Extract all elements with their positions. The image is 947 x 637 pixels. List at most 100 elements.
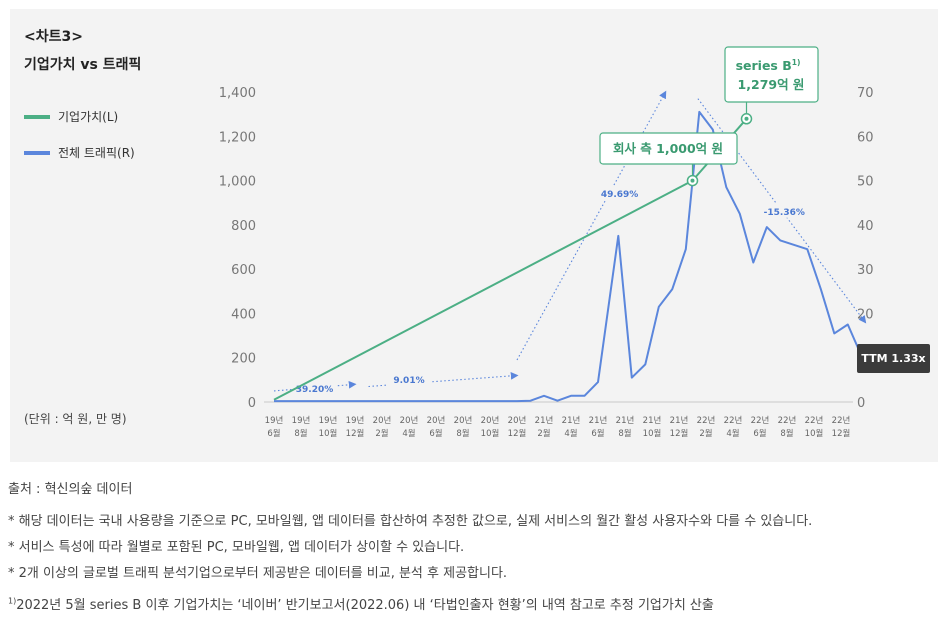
- legend-label-traffic: 전체 트래픽(R): [58, 146, 135, 160]
- x-tick-label: 20년 2월: [373, 415, 392, 439]
- callout-box-seriesb: [724, 46, 819, 103]
- x-tick-month: 2월: [537, 428, 550, 439]
- x-tick-label: 21년 12월: [670, 415, 689, 439]
- y-left-tick-label: 600: [231, 263, 256, 278]
- legend-item-valuation: 기업가치(L): [24, 108, 118, 125]
- callout-box-company: [599, 132, 738, 165]
- x-tick-label: 22년 10월: [805, 415, 824, 439]
- x-tick-month: 4월: [726, 428, 739, 439]
- axes-group: 02004006008001,0001,2001,400010203040506…: [219, 86, 874, 439]
- trend-label: 9.01%: [393, 376, 424, 386]
- footer-source: 출처 : 혁신의숲 데이터: [8, 482, 133, 497]
- x-tick-year: 20년: [508, 415, 527, 426]
- trend-arrow: [516, 90, 667, 361]
- y-right-tick-label: 40: [857, 219, 874, 234]
- x-tick-year: 22년: [697, 415, 716, 426]
- trend-label-bg: [387, 372, 431, 387]
- trend-label: -15.36%: [764, 208, 805, 218]
- chart-title: 기업가치 vs 트래픽: [24, 57, 142, 73]
- x-tick-year: 20년: [373, 415, 392, 426]
- chart-canvas: 02004006008001,0001,2001,400010203040506…: [219, 46, 876, 439]
- legend-item-traffic: 전체 트래픽(R): [24, 144, 135, 161]
- y-right-tick-label: 60: [857, 130, 874, 145]
- callout-seriesb-value: 1,279억 원: [738, 77, 805, 92]
- x-tick-label: 22년 8월: [778, 415, 797, 439]
- x-tick-month: 6월: [753, 428, 766, 439]
- x-tick-year: 21년: [643, 415, 662, 426]
- callout-company-text: 회사 측 1,000억 원: [613, 141, 723, 156]
- y-right-tick-label: 20: [857, 307, 874, 322]
- x-tick-year: 20년: [481, 415, 500, 426]
- x-tick-label: 21년 4월: [562, 415, 581, 439]
- x-tick-label: 22년 12월: [832, 415, 851, 439]
- footer-note-3: * 2개 이상의 글로벌 트래픽 분석기업으로부터 제공받은 데이터를 비교, …: [8, 566, 508, 581]
- x-tick-month: 10월: [805, 428, 824, 439]
- x-tick-label: 22년 4월: [724, 415, 743, 439]
- x-tick-year: 20년: [454, 415, 473, 426]
- x-tick-month: 2월: [699, 428, 712, 439]
- x-tick-year: 21년: [562, 415, 581, 426]
- x-tick-month: 6월: [591, 428, 604, 439]
- x-tick-label: 22년 6월: [751, 415, 770, 439]
- x-tick-label: 20년 10월: [481, 415, 500, 439]
- x-tick-year: 21년: [670, 415, 689, 426]
- x-tick-year: 22년: [751, 415, 770, 426]
- x-tick-month: 8월: [780, 428, 793, 439]
- y-right-tick-label: 70: [857, 86, 874, 101]
- legend-label-valuation: 기업가치(L): [58, 110, 119, 124]
- valuation-marker-dot: [744, 116, 749, 121]
- x-tick-year: 19년: [292, 415, 311, 426]
- x-tick-year: 21년: [616, 415, 635, 426]
- x-tick-year: 22년: [778, 415, 797, 426]
- trend-label-bg: [597, 186, 642, 201]
- x-tick-year: 21년: [535, 415, 554, 426]
- x-tick-label: 20년 4월: [400, 415, 419, 439]
- x-tick-label: 21년 6월: [589, 415, 608, 439]
- x-tick-year: 19년: [346, 415, 365, 426]
- legend-swatch-blue: [24, 150, 50, 155]
- footnote-mark: 1): [8, 596, 17, 606]
- x-tick-year: 19년: [319, 415, 338, 426]
- y-right-tick-label: 30: [857, 263, 874, 278]
- x-tick-label: 20년 12월: [508, 415, 527, 439]
- y-left-tick-label: 1,200: [219, 130, 256, 145]
- x-tick-month: 2월: [375, 428, 388, 439]
- x-tick-year: 22년: [832, 415, 851, 426]
- x-tick-month: 4월: [402, 428, 415, 439]
- x-tick-month: 4월: [564, 428, 577, 439]
- x-tick-year: 22년: [805, 415, 824, 426]
- x-tick-label: 19년 8월: [292, 415, 311, 439]
- x-tick-month: 12월: [346, 428, 365, 439]
- x-tick-label: 19년 12월: [346, 415, 365, 439]
- y-left-tick-label: 800: [231, 219, 256, 234]
- x-tick-month: 12월: [670, 428, 689, 439]
- annotations-group: 39.20% 9.01% 49.69% -15.36%: [273, 90, 867, 395]
- valuation-marker-dot: [690, 178, 695, 183]
- y-right-tick-label: 0: [857, 396, 865, 411]
- y-left-tick-label: 0: [248, 396, 256, 411]
- x-tick-label: 20년 8월: [454, 415, 473, 439]
- legend-swatch-green: [24, 114, 50, 119]
- trend-label-bg: [762, 203, 807, 218]
- x-tick-month: 8월: [294, 428, 307, 439]
- x-tick-label: 20년 6월: [427, 415, 446, 439]
- x-tick-label: 19년 10월: [319, 415, 338, 439]
- x-tick-year: 21년: [589, 415, 608, 426]
- y-right-tick-label: 50: [857, 175, 874, 190]
- y-left-tick-label: 200: [231, 352, 256, 367]
- x-tick-label: 21년 2월: [535, 415, 554, 439]
- series-group: [273, 110, 876, 403]
- callout-seriesb-name: series B: [736, 58, 792, 73]
- traffic-line: [274, 110, 876, 403]
- x-tick-month: 10월: [481, 428, 500, 439]
- x-tick-month: 12월: [832, 428, 851, 439]
- trend-label: 49.69%: [601, 190, 639, 200]
- x-tick-year: 22년: [724, 415, 743, 426]
- x-tick-month: 10월: [643, 428, 662, 439]
- x-tick-month: 8월: [618, 428, 631, 439]
- x-tick-label: 22년 2월: [697, 415, 716, 439]
- x-tick-label: 19년 6월: [265, 415, 284, 439]
- x-tick-label: 21년 8월: [616, 415, 635, 439]
- y-left-tick-label: 1,000: [219, 175, 256, 190]
- callout-seriesb-title: series B1): [736, 58, 801, 73]
